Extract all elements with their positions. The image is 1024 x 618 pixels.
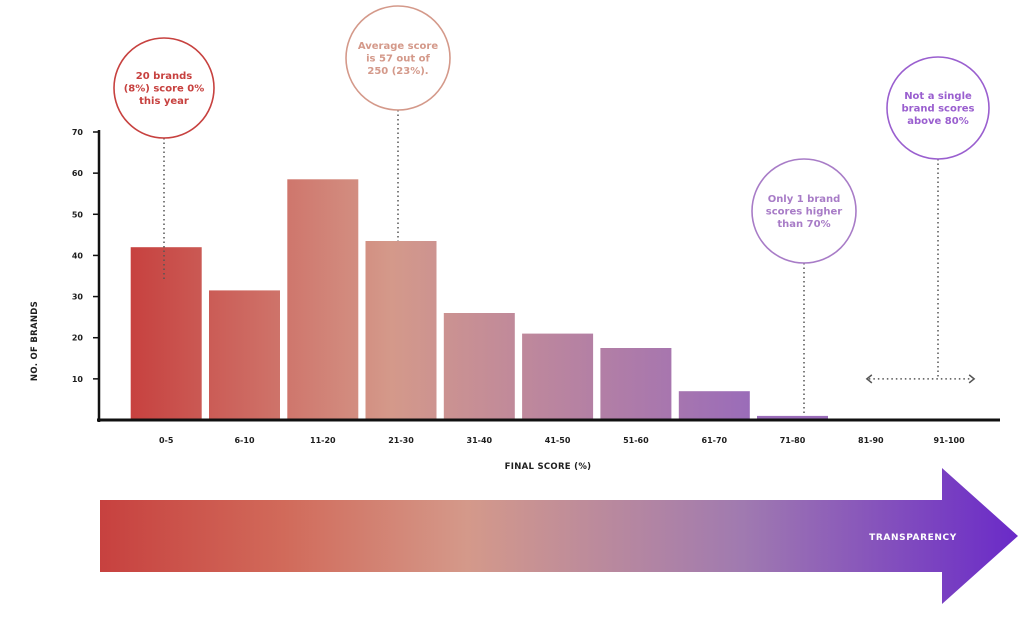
annotation-text: this year [139,96,189,107]
bar-61-70 [678,391,750,420]
y-axis-title: NO. OF BRANDS [30,301,40,381]
x-tick-label: 91-100 [934,436,966,445]
range-arrowhead-right [968,374,976,384]
x-tick-label: 31-40 [467,436,493,445]
annotation-circle [113,37,215,139]
bar-31-40 [443,313,515,420]
annotation-text: Only 1 brand [768,194,841,205]
bar-41-50 [522,333,594,420]
annotation-text: 250 (23%). [367,66,428,77]
y-tick-label: 20 [72,334,84,343]
annotation-text: brand scores [901,104,974,115]
x-tick-group: 0-5 6-10 11-20 21-30 31-40 41-50 51-60 61-70 71-… [159,436,965,445]
transparency-label: TRANSPARENCY [869,533,957,543]
annotation-text: than 70% [777,219,830,230]
x-tick-label: 51-60 [623,436,649,445]
annotation-circle [345,5,451,111]
x-tick-label: 61-70 [702,436,728,445]
y-tick-label: 70 [72,128,84,137]
transparency-arrow [100,468,1018,604]
x-tick-label: 0-5 [159,436,174,445]
bar-6-10 [209,290,280,420]
bar-11-20 [287,179,359,420]
x-axis-title: FINAL SCORE (%) [505,462,592,472]
y-tick-label: 30 [72,293,84,302]
annotation-text: scores higher [766,207,843,218]
annotation-text: (8%) score 0% [124,84,205,95]
x-tick-label: 6-10 [234,436,254,445]
x-tick-label: 81-90 [858,436,884,445]
annotation-circle [886,56,990,160]
y-tick-label: 50 [72,210,84,219]
bar-71-80 [757,415,828,420]
bar-group [130,179,828,420]
x-tick-label: 21-30 [388,436,414,445]
y-tick-label: 10 [72,375,84,384]
bar-51-60 [600,348,672,420]
y-tick-label: 60 [72,169,84,178]
y-tick-label: 40 [72,251,84,260]
annotation-1: 20 brands (8%) score 0%this year [113,37,215,281]
annotation-text: above 80% [907,116,969,127]
range-arrowhead-left [865,374,873,384]
bar-21-30 [365,241,437,420]
x-tick-label: 11-20 [310,436,336,445]
annotation-text: 20 brands [136,71,193,82]
annotation-text: Average score [358,41,438,52]
x-tick-label: 71-80 [780,436,806,445]
annotation-circle [751,158,857,264]
annotation-text: Not a single [904,91,972,102]
bar-0-5 [130,247,202,420]
annotation-text: is 57 out of [366,54,430,65]
y-tick-group: 10 20 30 40 50 60 70 [72,128,99,384]
annotation-group: 20 brands (8%) score 0%this year Average s… [113,5,990,416]
x-tick-label: 41-50 [545,436,571,445]
